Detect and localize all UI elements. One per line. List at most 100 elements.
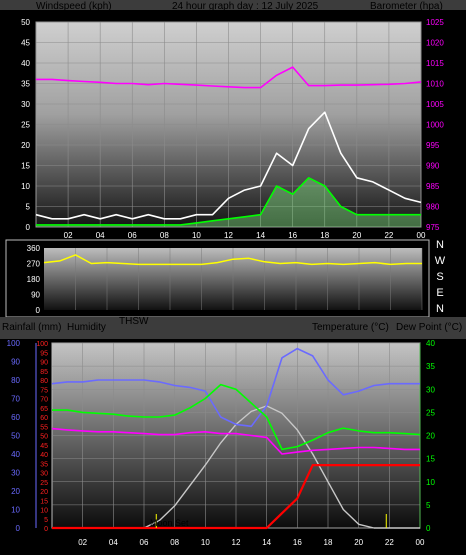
- rain-y-tick-label: 90: [40, 360, 48, 367]
- climate-x-tick-label: 06: [140, 538, 149, 547]
- bottom-header-band: [0, 317, 466, 339]
- rain-y-tick-label: 0: [44, 526, 48, 533]
- barometer-y-tick-label: 985: [426, 182, 440, 191]
- barometer-y-tick-label: 975: [426, 223, 440, 232]
- temperature-y-tick-label: 5: [426, 501, 431, 510]
- wind-y-tick-label: 50: [21, 18, 30, 27]
- wind-series: [35, 66, 422, 227]
- wind-x-axis-ticks: 02 04 06 08 10 12 14 16 18 20 22 00: [64, 231, 426, 240]
- humidity-axis-label: Humidity: [67, 322, 106, 333]
- barometer-y-tick-label: 990: [426, 162, 440, 171]
- humidity-y-tick-label: 30: [11, 469, 20, 478]
- rain-y-tick-label: 95: [40, 350, 48, 357]
- humidity-y-tick-label: 90: [11, 358, 20, 367]
- rain-y-tick-label: 10: [40, 508, 48, 515]
- wind-x-tick-label: 02: [64, 231, 73, 240]
- humidity-y-tick-label: 50: [11, 432, 20, 441]
- humidity-y-tick-label: 10: [11, 506, 20, 515]
- barometer-y-tick-label: 980: [426, 203, 440, 212]
- rain-y-tick-label: 20: [40, 489, 48, 496]
- wind-y-tick-label: 0: [26, 223, 31, 232]
- climate-x-tick-label: 20: [354, 538, 363, 547]
- climate-x-tick-label: 02: [78, 538, 87, 547]
- temperature-y-tick-label: 30: [426, 385, 435, 394]
- climate-x-tick-label: 08: [170, 538, 179, 547]
- rainfall-line: [52, 464, 420, 530]
- wind-y-tick-label: 45: [21, 39, 30, 48]
- dewpoint-axis-label: Dew Point (°C): [396, 322, 462, 333]
- humidity-y-tick-label: 60: [11, 413, 20, 422]
- temperature-y-tick-label: 35: [426, 362, 435, 371]
- rain-y-tick-label: 50: [40, 434, 48, 441]
- compass-label: N: [436, 239, 444, 251]
- humidity-y-axis-ticks: 0 10 20 30 40 50 60 70 80 90 100: [7, 339, 21, 533]
- rain-y-tick-label: 85: [40, 369, 48, 376]
- rain-y-tick-label: 25: [40, 480, 48, 487]
- wind-y-tick-label: 40: [21, 59, 30, 68]
- climate-x-tick-label: 04: [109, 538, 118, 547]
- barometer-y-tick-label: 1020: [426, 39, 444, 48]
- direction-y-tick-label: 0: [36, 306, 41, 315]
- wind-y-tick-label: 25: [21, 121, 30, 130]
- rain-y-tick-label: 60: [40, 415, 48, 422]
- barometer-axis-label: Barometer (hpa): [370, 1, 443, 12]
- wind-y-tick-label: 30: [21, 100, 30, 109]
- windspeed-axis-label: Windspeed (kph): [36, 1, 112, 12]
- rain-y-tick-label: 5: [44, 517, 48, 524]
- climate-series: [51, 347, 421, 530]
- direction-y-tick-label: 360: [27, 244, 41, 253]
- barometer-line: [36, 66, 422, 89]
- rain-y-tick-label: 45: [40, 443, 48, 450]
- climate-x-tick-label: 18: [324, 538, 333, 547]
- barometer-y-tick-label: 1025: [426, 18, 444, 27]
- rain-y-tick-label: 55: [40, 424, 48, 431]
- climate-x-tick-label: 22: [385, 538, 394, 547]
- temperature-y-tick-label: 0: [426, 524, 431, 533]
- direction-y-tick-label: 180: [27, 275, 41, 284]
- humidity-y-tick-label: 40: [11, 450, 20, 459]
- barometer-y-tick-label: 995: [426, 141, 440, 150]
- wind-x-tick-label: 14: [256, 231, 265, 240]
- humidity-y-tick-label: 80: [11, 376, 20, 385]
- barometer-y-tick-label: 1010: [426, 80, 444, 89]
- temperature-line: [51, 427, 420, 455]
- wind-x-tick-label: 12: [224, 231, 233, 240]
- climate-x-tick-label: 10: [201, 538, 210, 547]
- barometer-y-tick-label: 1015: [426, 59, 444, 68]
- wind-x-tick-label: 20: [352, 231, 361, 240]
- rain-y-tick-label: 35: [40, 461, 48, 468]
- top-header-band: [0, 0, 466, 10]
- temperature-y-tick-label: 40: [426, 339, 435, 348]
- climate-x-tick-label: 16: [293, 538, 302, 547]
- direction-y-tick-label: 270: [27, 260, 41, 269]
- chart-title: 24 hour graph day : 12 July 2025: [172, 1, 319, 12]
- wind-x-tick-label: 16: [288, 231, 297, 240]
- rain-y-tick-label: 70: [40, 397, 48, 404]
- barometer-y-axis-ticks: 975 980 985 990 995 1000 1005 1010 1015 1020 1025: [426, 18, 444, 232]
- climate-grid: [52, 342, 421, 529]
- temperature-y-tick-label: 10: [426, 478, 435, 487]
- temperature-y-tick-label: 25: [426, 408, 435, 417]
- rain-y-tick-label: 30: [40, 471, 48, 478]
- wind-y-tick-label: 15: [21, 162, 30, 171]
- wind-x-tick-label: 18: [320, 231, 329, 240]
- compass-label: W: [435, 255, 446, 267]
- dew-point-line: [52, 383, 421, 451]
- rainfall-axis-label: Rainfall (mm): [2, 322, 61, 333]
- humidity-y-tick-label: 20: [11, 487, 20, 496]
- temperature-y-tick-label: 15: [426, 455, 435, 464]
- temperature-y-tick-label: 20: [426, 432, 435, 441]
- temperature-y-axis-ticks: 0 5 10 15 20 25 30 35 40: [426, 339, 435, 533]
- barometer-y-tick-label: 1000: [426, 121, 444, 130]
- wind-direction-line: [43, 254, 422, 266]
- compass-label: S: [436, 271, 443, 283]
- wind-x-tick-label: 00: [417, 231, 426, 240]
- climate-x-axis-ticks: 02 04 06 08 10 12 14 16 18 20 22 00: [78, 538, 425, 547]
- compass-label: E: [436, 287, 443, 299]
- moon-set-annotation: Moon Set: [150, 518, 189, 528]
- wind-x-tick-label: 10: [192, 231, 201, 240]
- climate-x-tick-label: 00: [416, 538, 425, 547]
- wind-y-axis-ticks: 0 5 10 15 20 25 30 35 40 45 50: [21, 18, 30, 232]
- thsw-label: THSW: [119, 316, 149, 327]
